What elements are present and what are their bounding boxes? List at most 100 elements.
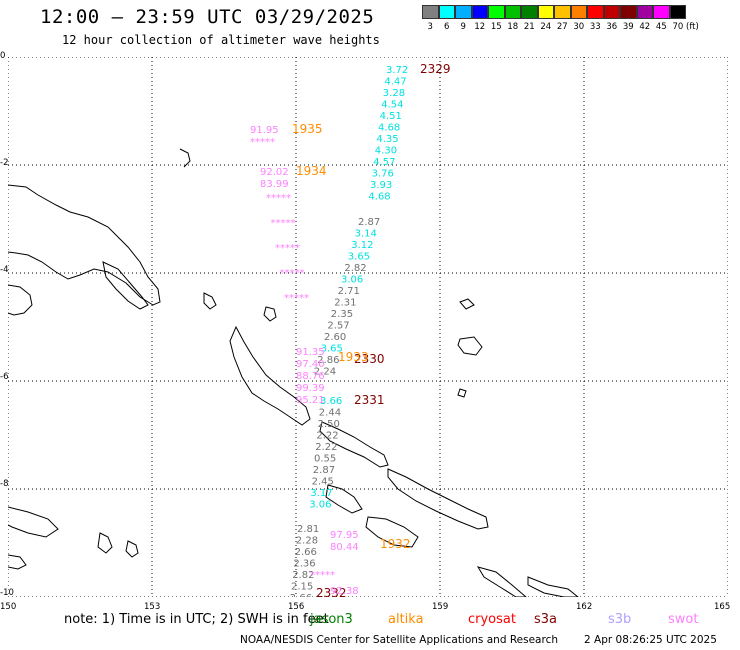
legend-swatch bbox=[537, 5, 554, 19]
swot-label: 83.99 bbox=[260, 179, 289, 190]
wave-height-label: 2.87 bbox=[313, 465, 335, 476]
swot-label: ***** bbox=[250, 137, 275, 148]
wave-height-label: 2.82 bbox=[344, 263, 366, 274]
altika-time-label: 1935 bbox=[292, 122, 323, 136]
legend-label: 9 bbox=[460, 22, 466, 32]
color-legend: 3 6 9 12 15 18 21 24 27 30 33 36 39 42 45 70 (ft) bbox=[422, 5, 703, 32]
swot-label: 80.44 bbox=[330, 542, 359, 553]
new-georgia-coast bbox=[325, 484, 363, 514]
legend-label: 3 bbox=[427, 22, 433, 32]
wave-height-label: 3.28 bbox=[383, 88, 405, 99]
wave-height-label: 2.22 bbox=[316, 431, 338, 442]
legend-label: 45 bbox=[655, 22, 667, 32]
legend-swatch bbox=[669, 5, 686, 19]
wave-height-label: 2.50 bbox=[318, 419, 340, 430]
track-time-label: 2331 bbox=[354, 393, 385, 407]
swot-label: 88.76 bbox=[296, 371, 325, 382]
legend-label: 12 bbox=[474, 22, 486, 32]
track-time-label: 2332 bbox=[316, 586, 347, 597]
wave-height-label: 2.31 bbox=[334, 298, 356, 309]
swot-label: 91.95 bbox=[250, 125, 279, 136]
satellite-legend-item: s3a bbox=[534, 612, 558, 627]
altika-time-label: 1932 bbox=[380, 537, 411, 551]
y-axis-label: -8 bbox=[0, 479, 9, 489]
legend-label: 6 bbox=[444, 22, 450, 32]
x-axis-label: 159 bbox=[432, 602, 449, 612]
coastline bbox=[8, 148, 579, 597]
new-ireland-coast bbox=[102, 261, 149, 310]
legend-label: 24 bbox=[540, 22, 552, 32]
wave-height-label: 2.66 bbox=[290, 593, 312, 597]
footer-note: note: 1) Time is in UTC; 2) SWH is in fe… bbox=[64, 612, 329, 627]
wave-height-label: 2.45 bbox=[312, 477, 334, 488]
altika-time-label: 1934 bbox=[296, 164, 327, 178]
wave-height-label: 2.35 bbox=[331, 309, 353, 320]
wave-height-label: 3.76 bbox=[372, 169, 394, 180]
map-canvas: 3.724.473.284.544.514.684.354.304.573.76… bbox=[8, 57, 728, 597]
wave-height-label: 2.86 bbox=[317, 355, 339, 366]
y-axis-label: -6 bbox=[0, 372, 9, 382]
track-time-label: 2329 bbox=[420, 62, 451, 76]
wave-height-label: 2.36 bbox=[293, 559, 315, 570]
wave-height-label: 4.68 bbox=[378, 123, 400, 134]
legend-label: 70 (ft) bbox=[672, 22, 699, 32]
wave-height-label: 4.68 bbox=[368, 192, 390, 203]
legend-swatch bbox=[438, 5, 455, 19]
wave-height-label: 2.28 bbox=[296, 536, 318, 547]
y-axis-label: -4 bbox=[0, 265, 9, 275]
legend-label: 27 bbox=[556, 22, 568, 32]
legend-swatches bbox=[422, 5, 703, 19]
page-title: 12:00 – 23:59 UTC 03/29/2025 bbox=[40, 6, 375, 28]
wave-height-label: 3.17 bbox=[310, 488, 332, 499]
new-britain-coast bbox=[8, 184, 161, 306]
wave-height-label: 2.87 bbox=[358, 217, 380, 228]
legend-swatch bbox=[636, 5, 653, 19]
legend-swatch bbox=[603, 5, 620, 19]
malaita-coast bbox=[476, 566, 527, 597]
track-time-label: 2330 bbox=[354, 352, 385, 366]
wave-height-label: 3.12 bbox=[351, 240, 373, 251]
legend-swatch bbox=[504, 5, 521, 19]
legend-label: 18 bbox=[507, 22, 519, 32]
legend-swatch bbox=[521, 5, 538, 19]
swot-label: 97.40 bbox=[296, 359, 325, 370]
wave-height-label: 4.35 bbox=[376, 134, 398, 145]
makira-coast bbox=[527, 576, 579, 597]
wave-height-label: 3.66 bbox=[320, 396, 342, 407]
islet-3 bbox=[263, 306, 277, 322]
wave-height-label: 4.47 bbox=[384, 77, 406, 88]
legend-label: 21 bbox=[523, 22, 535, 32]
wave-height-label: 3.65 bbox=[321, 344, 343, 355]
swot-label: ***** bbox=[275, 243, 300, 254]
guadalcanal-coast bbox=[365, 516, 419, 548]
wave-height-label: 2.15 bbox=[291, 582, 313, 593]
islet-8 bbox=[125, 540, 139, 558]
satellite-legend-item: altika bbox=[388, 612, 424, 627]
wave-height-label: 3.06 bbox=[309, 500, 331, 511]
legend-label: 39 bbox=[622, 22, 634, 32]
new-britain-west bbox=[8, 284, 33, 316]
wave-height-label: 2.22 bbox=[315, 442, 337, 453]
legend-label: 36 bbox=[606, 22, 618, 32]
swot-label: 99.39 bbox=[296, 383, 325, 394]
wave-height-label: 3.06 bbox=[341, 275, 363, 286]
legend-label: 30 bbox=[573, 22, 585, 32]
credit-line: NOAA/NESDIS Center for Satellite Applica… bbox=[240, 634, 558, 646]
x-axis-label: 156 bbox=[288, 602, 305, 612]
swot-label: 95.21 bbox=[296, 395, 325, 406]
wave-height-label: 2.60 bbox=[324, 332, 346, 343]
map-panel[interactable]: 3.72 4.47 3.28 4.54 4.51 4.68 4.35 4.30 4.57 3.76… bbox=[0, 51, 730, 612]
choiseul-coast bbox=[319, 421, 389, 468]
legend-swatch bbox=[488, 5, 505, 19]
x-axis-label: 165 bbox=[714, 602, 731, 612]
bougainville-coast bbox=[229, 325, 311, 426]
swot-label: ***** bbox=[280, 268, 305, 279]
swot-label: ***** bbox=[266, 193, 291, 204]
legend-swatch bbox=[587, 5, 604, 19]
swot-label: 97.95 bbox=[330, 530, 359, 541]
wave-height-label: 4.51 bbox=[380, 111, 402, 122]
legend-label: 15 bbox=[490, 22, 502, 32]
swot-label: ***** bbox=[284, 293, 309, 304]
islet-10 bbox=[457, 388, 467, 398]
islet-6 bbox=[8, 506, 59, 538]
